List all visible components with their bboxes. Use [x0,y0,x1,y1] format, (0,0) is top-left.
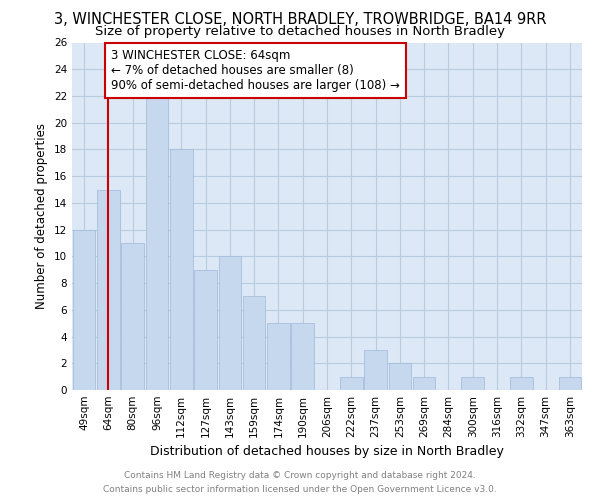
Bar [292,323,314,390]
Bar [170,150,193,390]
Bar [97,190,120,390]
Bar [510,376,533,390]
Bar [218,256,241,390]
Text: Contains HM Land Registry data © Crown copyright and database right 2024.
Contai: Contains HM Land Registry data © Crown c… [103,472,497,494]
Bar [364,350,387,390]
Text: 3 WINCHESTER CLOSE: 64sqm
← 7% of detached houses are smaller (8)
90% of semi-de: 3 WINCHESTER CLOSE: 64sqm ← 7% of detach… [111,49,400,92]
Bar [121,243,144,390]
X-axis label: Distribution of detached houses by size in North Bradley: Distribution of detached houses by size … [150,446,504,458]
Bar [146,96,168,390]
Text: 3, WINCHESTER CLOSE, NORTH BRADLEY, TROWBRIDGE, BA14 9RR: 3, WINCHESTER CLOSE, NORTH BRADLEY, TROW… [54,12,546,28]
Y-axis label: Number of detached properties: Number of detached properties [35,123,49,309]
Bar [243,296,265,390]
Bar [389,364,411,390]
Bar [559,376,581,390]
Bar [340,376,362,390]
Bar [73,230,95,390]
Bar [194,270,217,390]
Bar [413,376,436,390]
Bar [267,323,290,390]
Text: Size of property relative to detached houses in North Bradley: Size of property relative to detached ho… [95,25,505,38]
Bar [461,376,484,390]
